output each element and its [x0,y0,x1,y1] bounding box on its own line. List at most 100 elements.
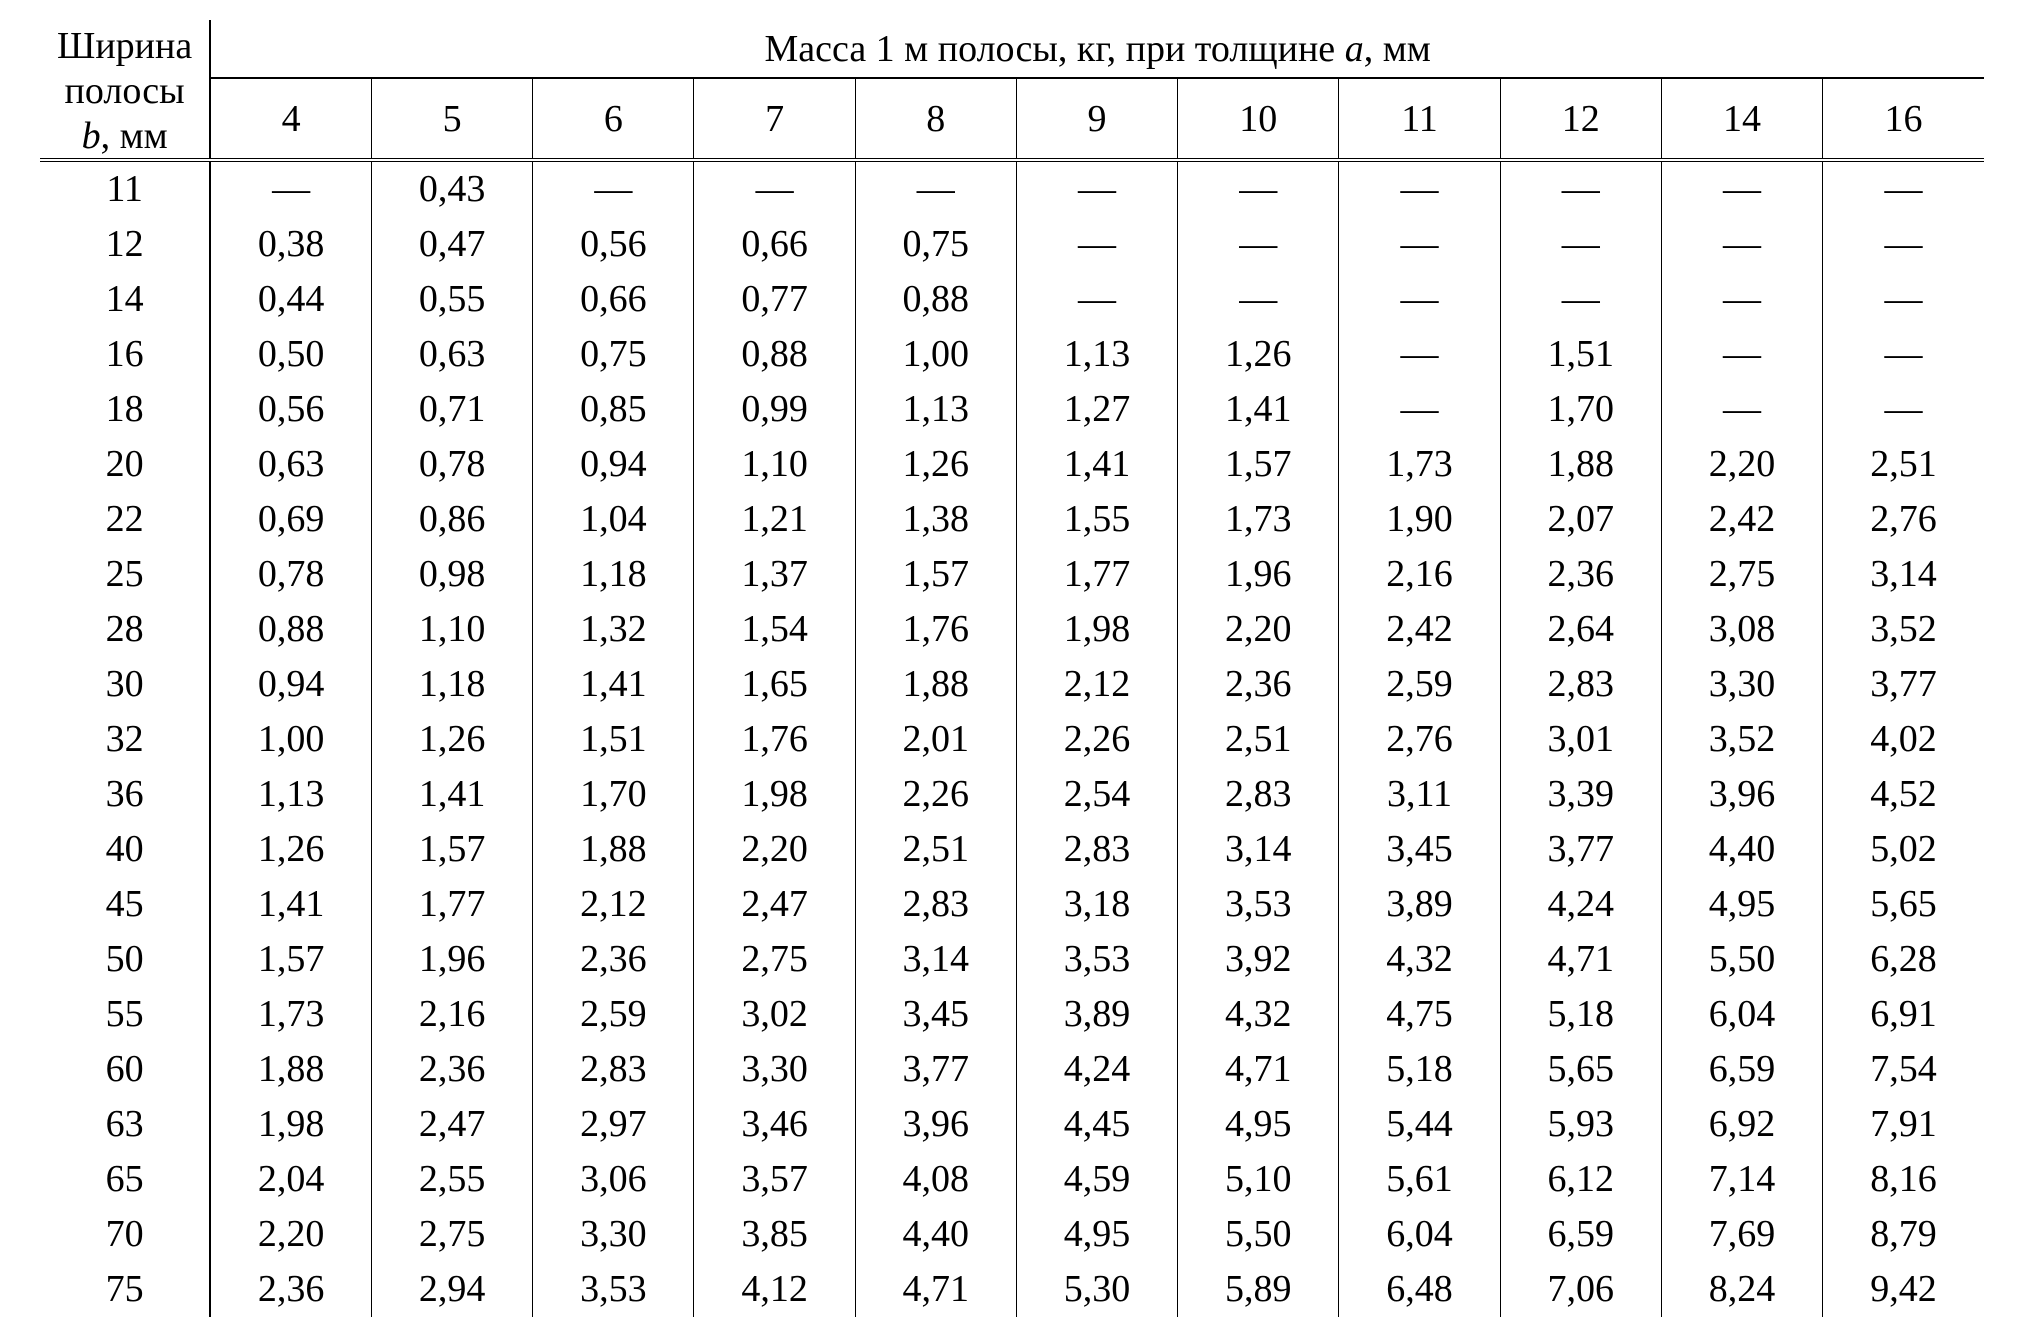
table-cell: — [1500,160,1661,217]
table-cell: 1,00 [855,327,1016,382]
row-label: 18 [40,382,210,437]
row-label: 14 [40,272,210,327]
table-cell: 3,89 [1339,877,1500,932]
table-cell: — [855,160,1016,217]
col-header: 11 [1339,78,1500,160]
row-label: 75 [40,1262,210,1317]
table-row: 631,982,472,973,463,964,454,955,445,936,… [40,1097,1984,1152]
table-cell: 0,75 [855,217,1016,272]
table-cell: 8,79 [1823,1207,1984,1262]
table-cell: 5,02 [1823,822,1984,877]
table-cell: 3,18 [1016,877,1177,932]
table-cell: 1,41 [371,767,532,822]
table-cell: 4,59 [1016,1152,1177,1207]
table-cell: — [1823,382,1984,437]
table-cell: 2,42 [1661,492,1822,547]
table-cell: 2,20 [694,822,855,877]
table-cell: — [1339,160,1500,217]
col-header: 6 [533,78,694,160]
table-cell: 3,45 [855,987,1016,1042]
table-cell: — [1339,217,1500,272]
col-header: 12 [1500,78,1661,160]
table-cell: 0,86 [371,492,532,547]
table-cell: 2,36 [210,1262,371,1317]
table-cell: 3,39 [1500,767,1661,822]
table-cell: 1,13 [210,767,371,822]
table-cell: 2,83 [1016,822,1177,877]
table-cell: 1,57 [210,932,371,987]
row-label: 45 [40,877,210,932]
row-label: 63 [40,1097,210,1152]
table-cell: 3,92 [1178,932,1339,987]
table-cell: 5,18 [1339,1042,1500,1097]
table-cell: 3,96 [1661,767,1822,822]
table-body: 11—0,43—————————120,380,470,560,660,75——… [40,160,1984,1317]
table-row: 160,500,630,750,881,001,131,26—1,51—— [40,327,1984,382]
table-cell: 0,77 [694,272,855,327]
table-cell: 3,52 [1661,712,1822,767]
table-cell: 3,30 [694,1042,855,1097]
table-cell: 4,02 [1823,712,1984,767]
row-label: 28 [40,602,210,657]
col-header: 8 [855,78,1016,160]
table-cell: — [1178,160,1339,217]
row-label: 12 [40,217,210,272]
table-cell: 1,57 [371,822,532,877]
table-cell: 0,66 [533,272,694,327]
col-header: 4 [210,78,371,160]
table-cell: 0,78 [210,547,371,602]
table-cell: 2,76 [1339,712,1500,767]
table-cell: 0,50 [210,327,371,382]
table-cell: 2,94 [371,1262,532,1317]
table-cell: 7,54 [1823,1042,1984,1097]
col-header: 16 [1823,78,1984,160]
table-row: 140,440,550,660,770,88—————— [40,272,1984,327]
table-cell: — [1661,272,1822,327]
table-cell: 1,98 [694,767,855,822]
table-cell: 2,83 [855,877,1016,932]
table-cell: — [1016,272,1177,327]
table-cell: 0,38 [210,217,371,272]
row-header-title: Ширинаполосыb, мм [40,20,210,160]
table-cell: 5,93 [1500,1097,1661,1152]
table-cell: — [1178,272,1339,327]
col-header: 5 [371,78,532,160]
table-row: 220,690,861,041,211,381,551,731,902,072,… [40,492,1984,547]
table-cell: 2,16 [1339,547,1500,602]
table-cell: 4,40 [1661,822,1822,877]
table-cell: — [1823,217,1984,272]
table-cell: 1,04 [533,492,694,547]
table-cell: 2,59 [533,987,694,1042]
table-cell: 2,47 [371,1097,532,1152]
table-cell: — [1661,217,1822,272]
table-cell: 2,26 [1016,712,1177,767]
table-cell: — [1661,160,1822,217]
table-cell: 1,41 [210,877,371,932]
table-cell: 2,36 [1178,657,1339,712]
table-cell: 0,94 [210,657,371,712]
table-cell: 1,26 [1178,327,1339,382]
table-cell: 2,51 [855,822,1016,877]
table-cell: 7,69 [1661,1207,1822,1262]
col-header: 14 [1661,78,1822,160]
table-row: 250,780,981,181,371,571,771,962,162,362,… [40,547,1984,602]
table-cell: 0,63 [210,437,371,492]
table-cell: — [1178,217,1339,272]
spanning-header: Масса 1 м полосы, кг, при толщине a, мм [210,20,1984,78]
table-row: 11—0,43————————— [40,160,1984,217]
table-cell: 2,16 [371,987,532,1042]
table-cell: 4,45 [1016,1097,1177,1152]
table-cell: 0,56 [210,382,371,437]
table-cell: 2,42 [1339,602,1500,657]
table-row: 551,732,162,593,023,453,894,324,755,186,… [40,987,1984,1042]
table-cell: 2,07 [1500,492,1661,547]
table-cell: 0,71 [371,382,532,437]
table-cell: 1,73 [210,987,371,1042]
table-cell: 1,96 [371,932,532,987]
mass-table: Ширинаполосыb, мм Масса 1 м полосы, кг, … [40,20,1984,1317]
table-cell: 2,04 [210,1152,371,1207]
table-row: 361,131,411,701,982,262,542,833,113,393,… [40,767,1984,822]
table-cell: 7,06 [1500,1262,1661,1317]
table-cell: 0,69 [210,492,371,547]
col-header: 9 [1016,78,1177,160]
